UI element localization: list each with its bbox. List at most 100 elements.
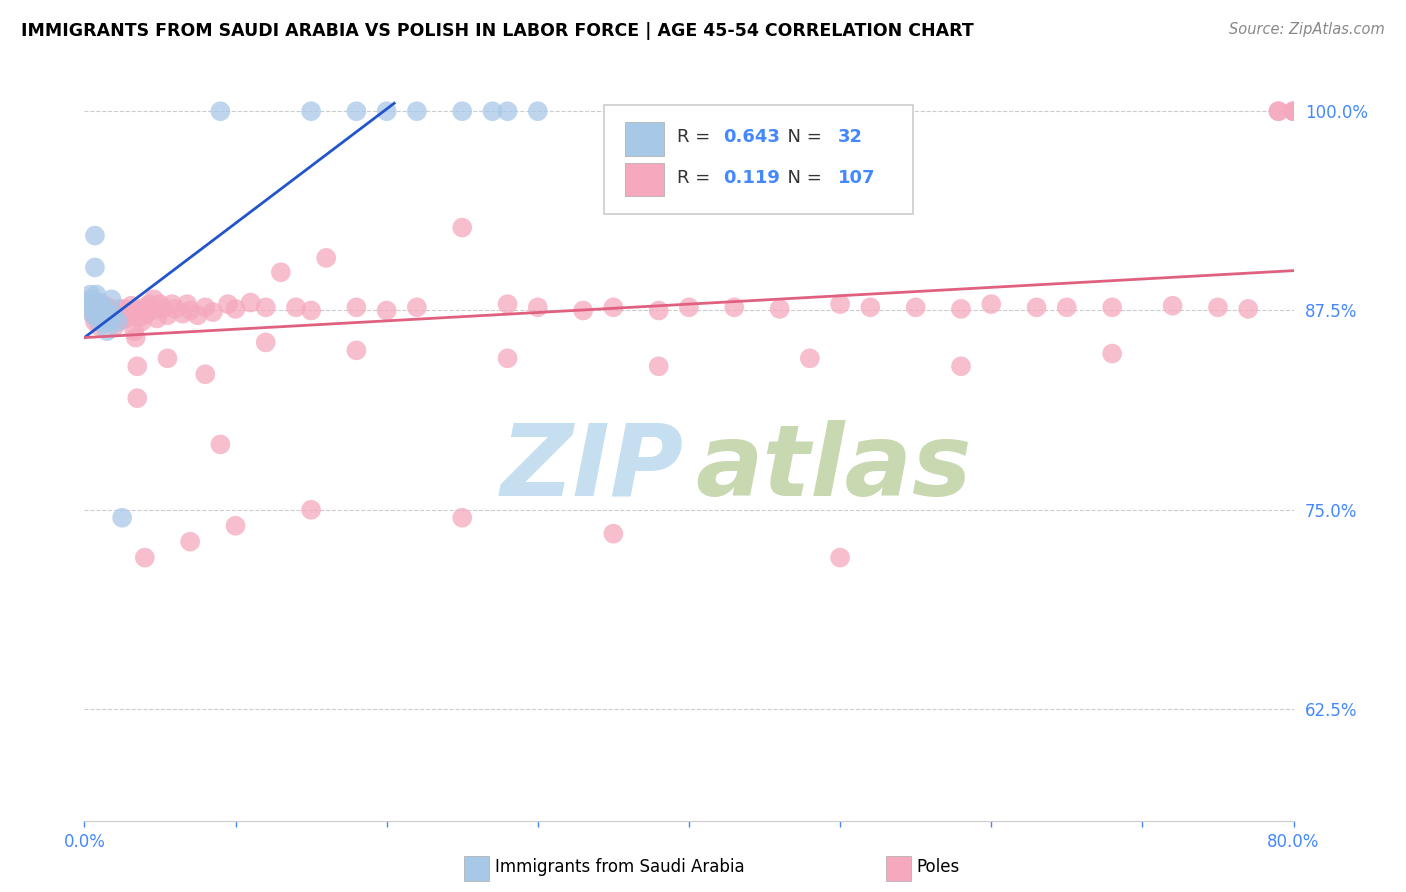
Point bbox=[451, 220, 474, 235]
Point bbox=[1267, 104, 1289, 119]
Point bbox=[84, 315, 107, 329]
Text: 107: 107 bbox=[838, 169, 875, 186]
Point bbox=[90, 303, 112, 318]
FancyBboxPatch shape bbox=[624, 122, 664, 156]
FancyBboxPatch shape bbox=[605, 105, 912, 214]
Point bbox=[1025, 301, 1047, 315]
Text: Source: ZipAtlas.com: Source: ZipAtlas.com bbox=[1229, 22, 1385, 37]
Point bbox=[94, 303, 117, 318]
Point bbox=[527, 104, 550, 119]
Point bbox=[254, 301, 277, 315]
Point bbox=[769, 301, 792, 316]
Point bbox=[406, 301, 429, 315]
Point bbox=[572, 303, 595, 318]
Point bbox=[1206, 301, 1229, 315]
Point bbox=[108, 301, 131, 316]
Point bbox=[146, 311, 169, 326]
Point bbox=[107, 313, 129, 327]
Point bbox=[346, 343, 368, 358]
Point bbox=[160, 297, 183, 311]
Point bbox=[1056, 301, 1078, 315]
Point bbox=[134, 550, 156, 565]
Point bbox=[799, 351, 821, 366]
Point bbox=[285, 301, 308, 315]
Point bbox=[496, 351, 519, 366]
Point bbox=[1267, 104, 1289, 119]
Point bbox=[179, 303, 201, 318]
Point bbox=[134, 301, 156, 315]
Point bbox=[254, 335, 277, 350]
Point bbox=[115, 311, 138, 326]
Point bbox=[96, 308, 118, 322]
Point bbox=[270, 265, 292, 279]
Point bbox=[375, 104, 398, 119]
Point bbox=[125, 330, 148, 344]
Point bbox=[104, 319, 127, 334]
Point bbox=[129, 310, 152, 324]
Point bbox=[1101, 346, 1123, 360]
Point bbox=[104, 308, 127, 322]
Point bbox=[602, 301, 624, 315]
Point bbox=[830, 550, 852, 565]
Point bbox=[87, 308, 110, 322]
Point bbox=[79, 293, 101, 307]
Point bbox=[86, 287, 108, 301]
Point bbox=[77, 299, 100, 313]
Point bbox=[187, 308, 209, 322]
Point bbox=[82, 308, 104, 322]
Text: 32: 32 bbox=[838, 128, 863, 146]
Point bbox=[111, 313, 134, 327]
Point bbox=[225, 301, 247, 316]
Point bbox=[239, 295, 262, 310]
Point bbox=[118, 307, 141, 321]
Point bbox=[315, 251, 337, 265]
Point bbox=[1282, 104, 1305, 119]
FancyBboxPatch shape bbox=[624, 162, 664, 196]
Point bbox=[194, 301, 217, 315]
Point bbox=[80, 293, 103, 307]
Point bbox=[217, 297, 239, 311]
Point bbox=[346, 301, 368, 315]
Point bbox=[128, 303, 150, 318]
Text: Poles: Poles bbox=[917, 858, 960, 876]
Text: N =: N = bbox=[776, 128, 828, 146]
Point bbox=[87, 299, 110, 313]
Point bbox=[406, 104, 429, 119]
Text: ZIP: ZIP bbox=[501, 420, 683, 517]
Point bbox=[980, 297, 1002, 311]
Point bbox=[201, 305, 224, 319]
Text: R =: R = bbox=[676, 128, 716, 146]
Point bbox=[149, 297, 172, 311]
Point bbox=[723, 301, 745, 315]
Point bbox=[859, 301, 882, 315]
Point bbox=[98, 307, 121, 321]
Point bbox=[89, 315, 111, 329]
Point bbox=[156, 351, 179, 366]
Point bbox=[89, 295, 111, 310]
Point bbox=[87, 308, 110, 322]
Point bbox=[110, 308, 132, 322]
Point bbox=[481, 104, 503, 119]
Point bbox=[82, 303, 104, 318]
Point bbox=[830, 297, 852, 311]
Point bbox=[91, 308, 114, 322]
Point bbox=[79, 287, 101, 301]
Point bbox=[346, 104, 368, 119]
Point bbox=[152, 301, 174, 316]
Point bbox=[1101, 301, 1123, 315]
Point bbox=[90, 303, 112, 318]
Point bbox=[138, 297, 160, 311]
Point bbox=[299, 303, 322, 318]
Point bbox=[96, 311, 118, 326]
Point bbox=[1237, 301, 1260, 316]
Point bbox=[602, 526, 624, 541]
Point bbox=[950, 359, 973, 374]
Point bbox=[112, 301, 135, 316]
Point bbox=[122, 324, 145, 338]
Point bbox=[84, 260, 107, 275]
Point bbox=[1282, 104, 1305, 119]
Text: 0.119: 0.119 bbox=[723, 169, 780, 186]
Point bbox=[86, 301, 108, 316]
Point bbox=[904, 301, 927, 315]
Point bbox=[97, 301, 120, 315]
